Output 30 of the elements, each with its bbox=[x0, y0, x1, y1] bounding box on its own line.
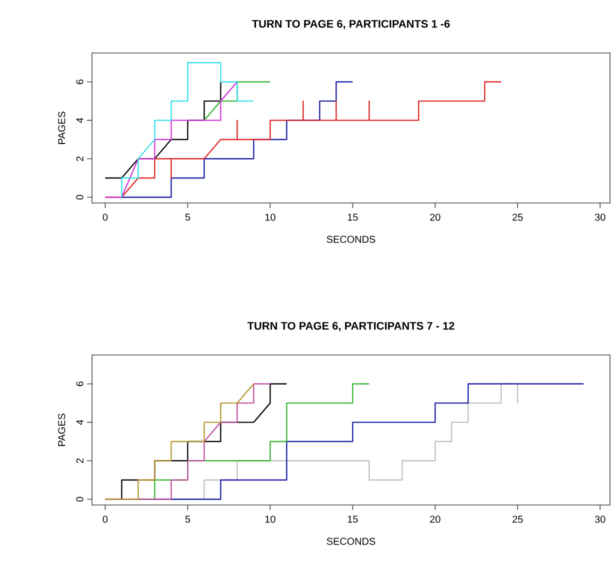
x-tick-label: 25 bbox=[512, 214, 523, 221]
x-axis-title: SECONDS bbox=[326, 538, 376, 545]
x-tick-label: 0 bbox=[102, 516, 108, 523]
x-tick-label: 5 bbox=[185, 516, 190, 523]
y-tick-label: 2 bbox=[76, 458, 84, 464]
y-axis-title: PAGES bbox=[58, 112, 66, 144]
y-tick-label: 4 bbox=[76, 420, 84, 425]
y-tick-label: 0 bbox=[76, 194, 84, 200]
x-axis-title: SECONDS bbox=[326, 236, 376, 243]
line-series bbox=[121, 62, 254, 198]
y-axis-title: PAGES bbox=[58, 414, 66, 446]
y-tick-label: 4 bbox=[76, 118, 84, 123]
chart-title: TURN TO PAGE 6, PARTICIPANTS 1 -6 bbox=[252, 20, 450, 30]
x-tick-label: 15 bbox=[348, 214, 358, 221]
x-tick-label: 10 bbox=[265, 516, 276, 523]
x-tick-label: 25 bbox=[512, 516, 523, 523]
x-tick-label: 30 bbox=[594, 214, 606, 221]
x-tick-label: 5 bbox=[185, 214, 190, 221]
x-tick-label: 10 bbox=[265, 214, 276, 221]
y-tick-label: 2 bbox=[76, 156, 84, 162]
x-tick-label: 20 bbox=[430, 516, 440, 523]
y-tick-label: 0 bbox=[76, 496, 84, 502]
x-tick-label: 15 bbox=[348, 516, 358, 523]
x-tick-label: 20 bbox=[430, 214, 440, 221]
x-tick-label: 30 bbox=[594, 516, 606, 523]
x-tick-label: 0 bbox=[102, 214, 108, 221]
chart-title: TURN TO PAGE 6, PARTICIPANTS 7 - 12 bbox=[247, 322, 454, 332]
y-tick-label: 6 bbox=[76, 80, 84, 84]
y-tick-label: 6 bbox=[76, 382, 84, 386]
line-series bbox=[104, 81, 238, 198]
